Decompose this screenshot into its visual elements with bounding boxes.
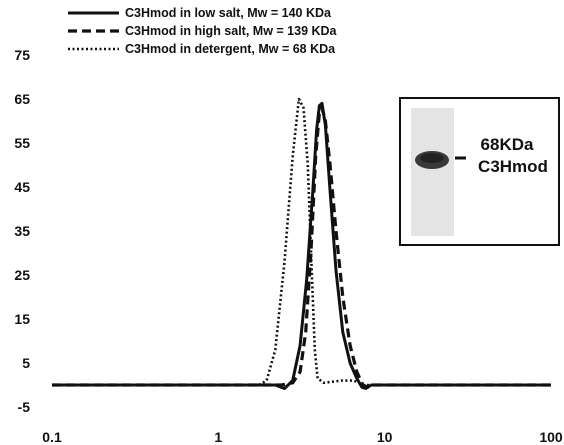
axes: 75 65 55 45 35 25 15 5 -5 0.1 1 10 100 (14, 47, 562, 445)
gel-band-core (420, 153, 444, 163)
y-tick-label: 45 (14, 179, 30, 195)
y-tick-label: 25 (14, 267, 30, 283)
legend-label-2: C3Hmod in high salt, Mw = 139 KDa (125, 24, 338, 38)
legend-label-1: C3Hmod in low salt, Mw = 140 KDa (125, 6, 332, 20)
x-tick-label: 0.1 (42, 429, 62, 445)
y-tick-label: -5 (18, 399, 31, 415)
y-tick-label: 65 (14, 91, 30, 107)
inset-label-protein: C3Hmod (478, 157, 548, 176)
y-tick-label: 75 (14, 47, 30, 63)
y-tick-label: 35 (14, 223, 30, 239)
y-tick-label: 55 (14, 135, 30, 151)
series-lines (52, 97, 551, 390)
x-tick-label: 1 (214, 429, 222, 445)
x-tick-label: 10 (377, 429, 393, 445)
series-line-3 (52, 97, 551, 387)
gel-inset: 68KDa C3Hmod (399, 97, 560, 246)
series-line-1 (52, 101, 551, 390)
legend-label-3: C3Hmod in detergent, Mw = 68 KDa (125, 42, 336, 56)
gel-lane (411, 108, 454, 236)
inset-label-mw: 68KDa (481, 135, 534, 154)
legend: C3Hmod in low salt, Mw = 140 KDa C3Hmod i… (68, 6, 338, 56)
y-tick-label: 5 (22, 355, 30, 371)
x-tick-label: 100 (539, 429, 563, 445)
y-tick-label: 15 (14, 311, 30, 327)
